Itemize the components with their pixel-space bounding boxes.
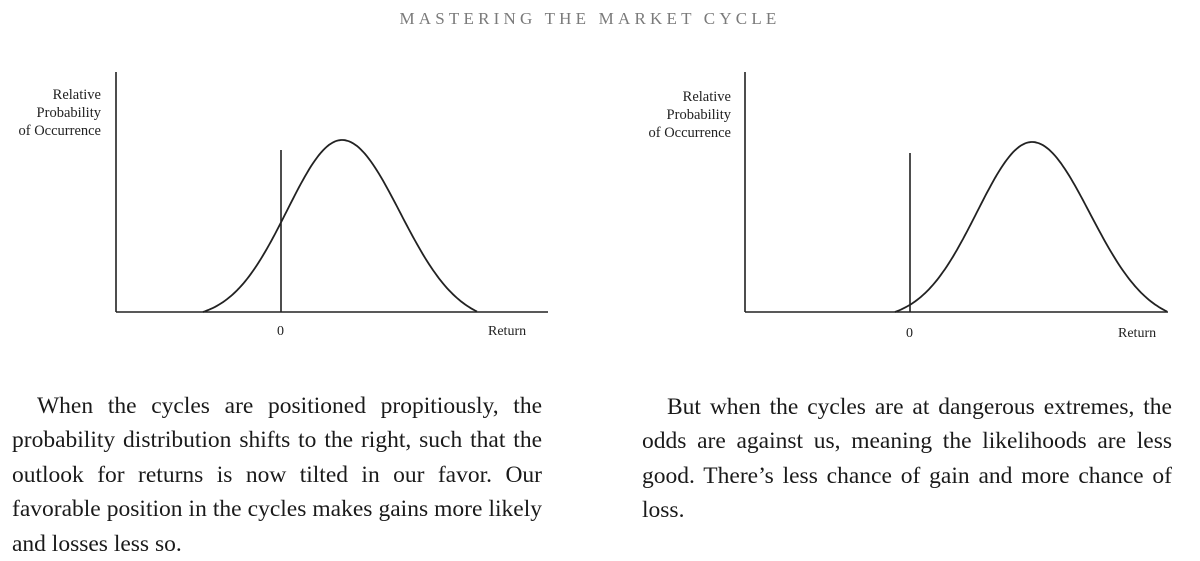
distribution-figure-favorable: Relative Probability of Occurrence 0 Ret… — [0, 60, 560, 350]
x-axis-label: Return — [488, 324, 526, 340]
distribution-plot — [0, 60, 560, 350]
distribution-plot — [630, 60, 1200, 350]
distribution-curve — [203, 140, 477, 312]
caption-favorable: When the cycles are positioned propitiou… — [12, 389, 542, 561]
x-axis-label: Return — [1118, 326, 1156, 342]
running-head: MASTERING THE MARKET CYCLE — [0, 9, 1180, 29]
distribution-curve — [895, 142, 1167, 312]
caption-dangerous: But when the cycles are at dangerous ext… — [642, 390, 1172, 528]
distribution-figure-dangerous: Relative Probability of Occurrence 0 Ret… — [630, 60, 1200, 350]
zero-tick-label: 0 — [906, 326, 913, 342]
zero-tick-label: 0 — [277, 324, 284, 340]
